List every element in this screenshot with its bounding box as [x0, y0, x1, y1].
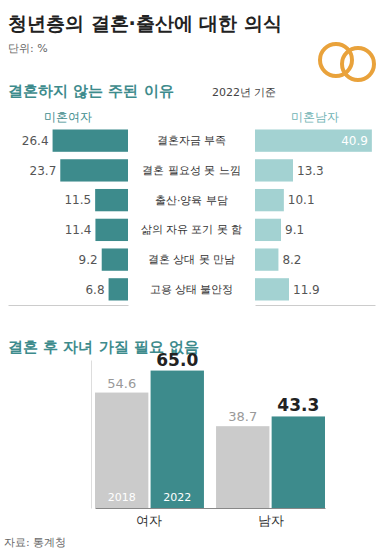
bar — [102, 248, 128, 270]
bar — [255, 278, 289, 300]
bar — [53, 129, 128, 151]
data-label: 65.0 — [156, 350, 198, 370]
data-labels: 54.6 38.7 2018 65.0 43.3 2022 — [107, 350, 319, 504]
y-tick-label: 결혼 상대 못 만남 — [148, 253, 236, 266]
y-axis-line — [91, 361, 92, 509]
data-label: 26.4 — [22, 134, 49, 148]
y-tick-label: 결혼 필요성 못 느낌 — [142, 164, 241, 177]
source-note: 자료: 통계청 — [4, 536, 66, 549]
x-tick-label: 여자 — [136, 513, 162, 528]
data-label: 9.2 — [79, 253, 98, 267]
data-label: 43.3 — [277, 395, 319, 415]
x-axis-line — [96, 508, 326, 509]
bar — [109, 278, 128, 300]
y-tick: 출산·양육 부담 — [155, 194, 228, 207]
bars — [53, 129, 372, 300]
series-header: 미혼여자 — [44, 110, 92, 124]
bars — [95, 371, 325, 508]
ring — [342, 48, 374, 80]
data-label: 9.1 — [285, 223, 304, 237]
bar — [272, 416, 325, 508]
main-title: 청년층의 결혼·출산에 대한 의식 — [8, 12, 282, 34]
bar — [255, 189, 284, 211]
legend-label: 2018 — [108, 491, 136, 504]
data-label: 11.9 — [293, 283, 320, 297]
x-tick: 남자 — [258, 513, 284, 528]
x-tick: 여자 — [136, 513, 162, 528]
ring — [320, 44, 352, 76]
data-label: 8.2 — [282, 253, 301, 267]
ring-icon — [320, 44, 374, 80]
data-label: 40.9 — [341, 134, 368, 148]
y-tick: 삶의 자유 포기 못 함 — [141, 223, 243, 236]
x-tick-label: 남자 — [258, 513, 284, 528]
chart-title: 결혼하지 않는 주된 이유 — [8, 82, 174, 100]
data-label: 10.1 — [288, 193, 315, 207]
bar — [255, 129, 372, 151]
y-tick: 결혼자금 부족 — [157, 134, 227, 147]
y-tick-label: 삶의 자유 포기 못 함 — [141, 223, 243, 236]
data-label: 38.7 — [228, 409, 257, 424]
y-tick-label: 고용 상태 불안정 — [150, 283, 234, 296]
x-axis — [9, 305, 129, 306]
data-label: 11.5 — [64, 193, 91, 207]
x-axis-line — [9, 305, 129, 306]
y-axis: 결혼자금 부족결혼 필요성 못 느낌출산·양육 부담삶의 자유 포기 못 함결혼… — [141, 134, 243, 296]
bar — [95, 393, 148, 508]
bar — [255, 159, 293, 181]
data-label: 23.7 — [30, 164, 57, 178]
chart-svg: 청년층의 결혼·출산에 대한 의식단위: % 결혼하지 않는 주된 이유 2022년… — [0, 0, 389, 552]
series-header: 미혼남자 — [291, 110, 339, 124]
bar — [95, 219, 128, 241]
y-tick: 결혼 필요성 못 느낌 — [142, 164, 241, 177]
bar — [216, 426, 269, 508]
y-tick-label: 결혼자금 부족 — [157, 134, 227, 147]
y-axis — [91, 361, 92, 509]
chart-root: 청년층의 결혼·출산에 대한 의식단위: % 결혼하지 않는 주된 이유 2022년… — [0, 0, 389, 552]
bar — [255, 248, 278, 270]
x-axis — [256, 305, 376, 306]
data-label: 11.4 — [65, 223, 92, 237]
data-label: 13.3 — [297, 164, 324, 178]
legend-label: 2022 — [163, 491, 191, 504]
unit-note: 단위: % — [8, 42, 48, 55]
y-tick: 결혼 상대 못 만남 — [148, 253, 236, 266]
data-label: 54.6 — [107, 376, 136, 391]
bar — [151, 371, 204, 508]
chart-subtitle: 2022년 기준 — [212, 86, 277, 99]
y-tick: 고용 상태 불안정 — [150, 283, 234, 296]
data-label: 6.8 — [85, 283, 104, 297]
y-tick-label: 출산·양육 부담 — [155, 194, 228, 207]
bar — [60, 159, 128, 181]
bar — [255, 219, 281, 241]
x-axis: 여자 남자 — [96, 509, 326, 529]
data-labels: 26.4 23.7 11.5 11.4 9.2 6.8 40.9 13.3 10.1 9.1 8.2… — [22, 134, 368, 297]
bar — [95, 189, 128, 211]
x-axis-line — [256, 305, 376, 306]
